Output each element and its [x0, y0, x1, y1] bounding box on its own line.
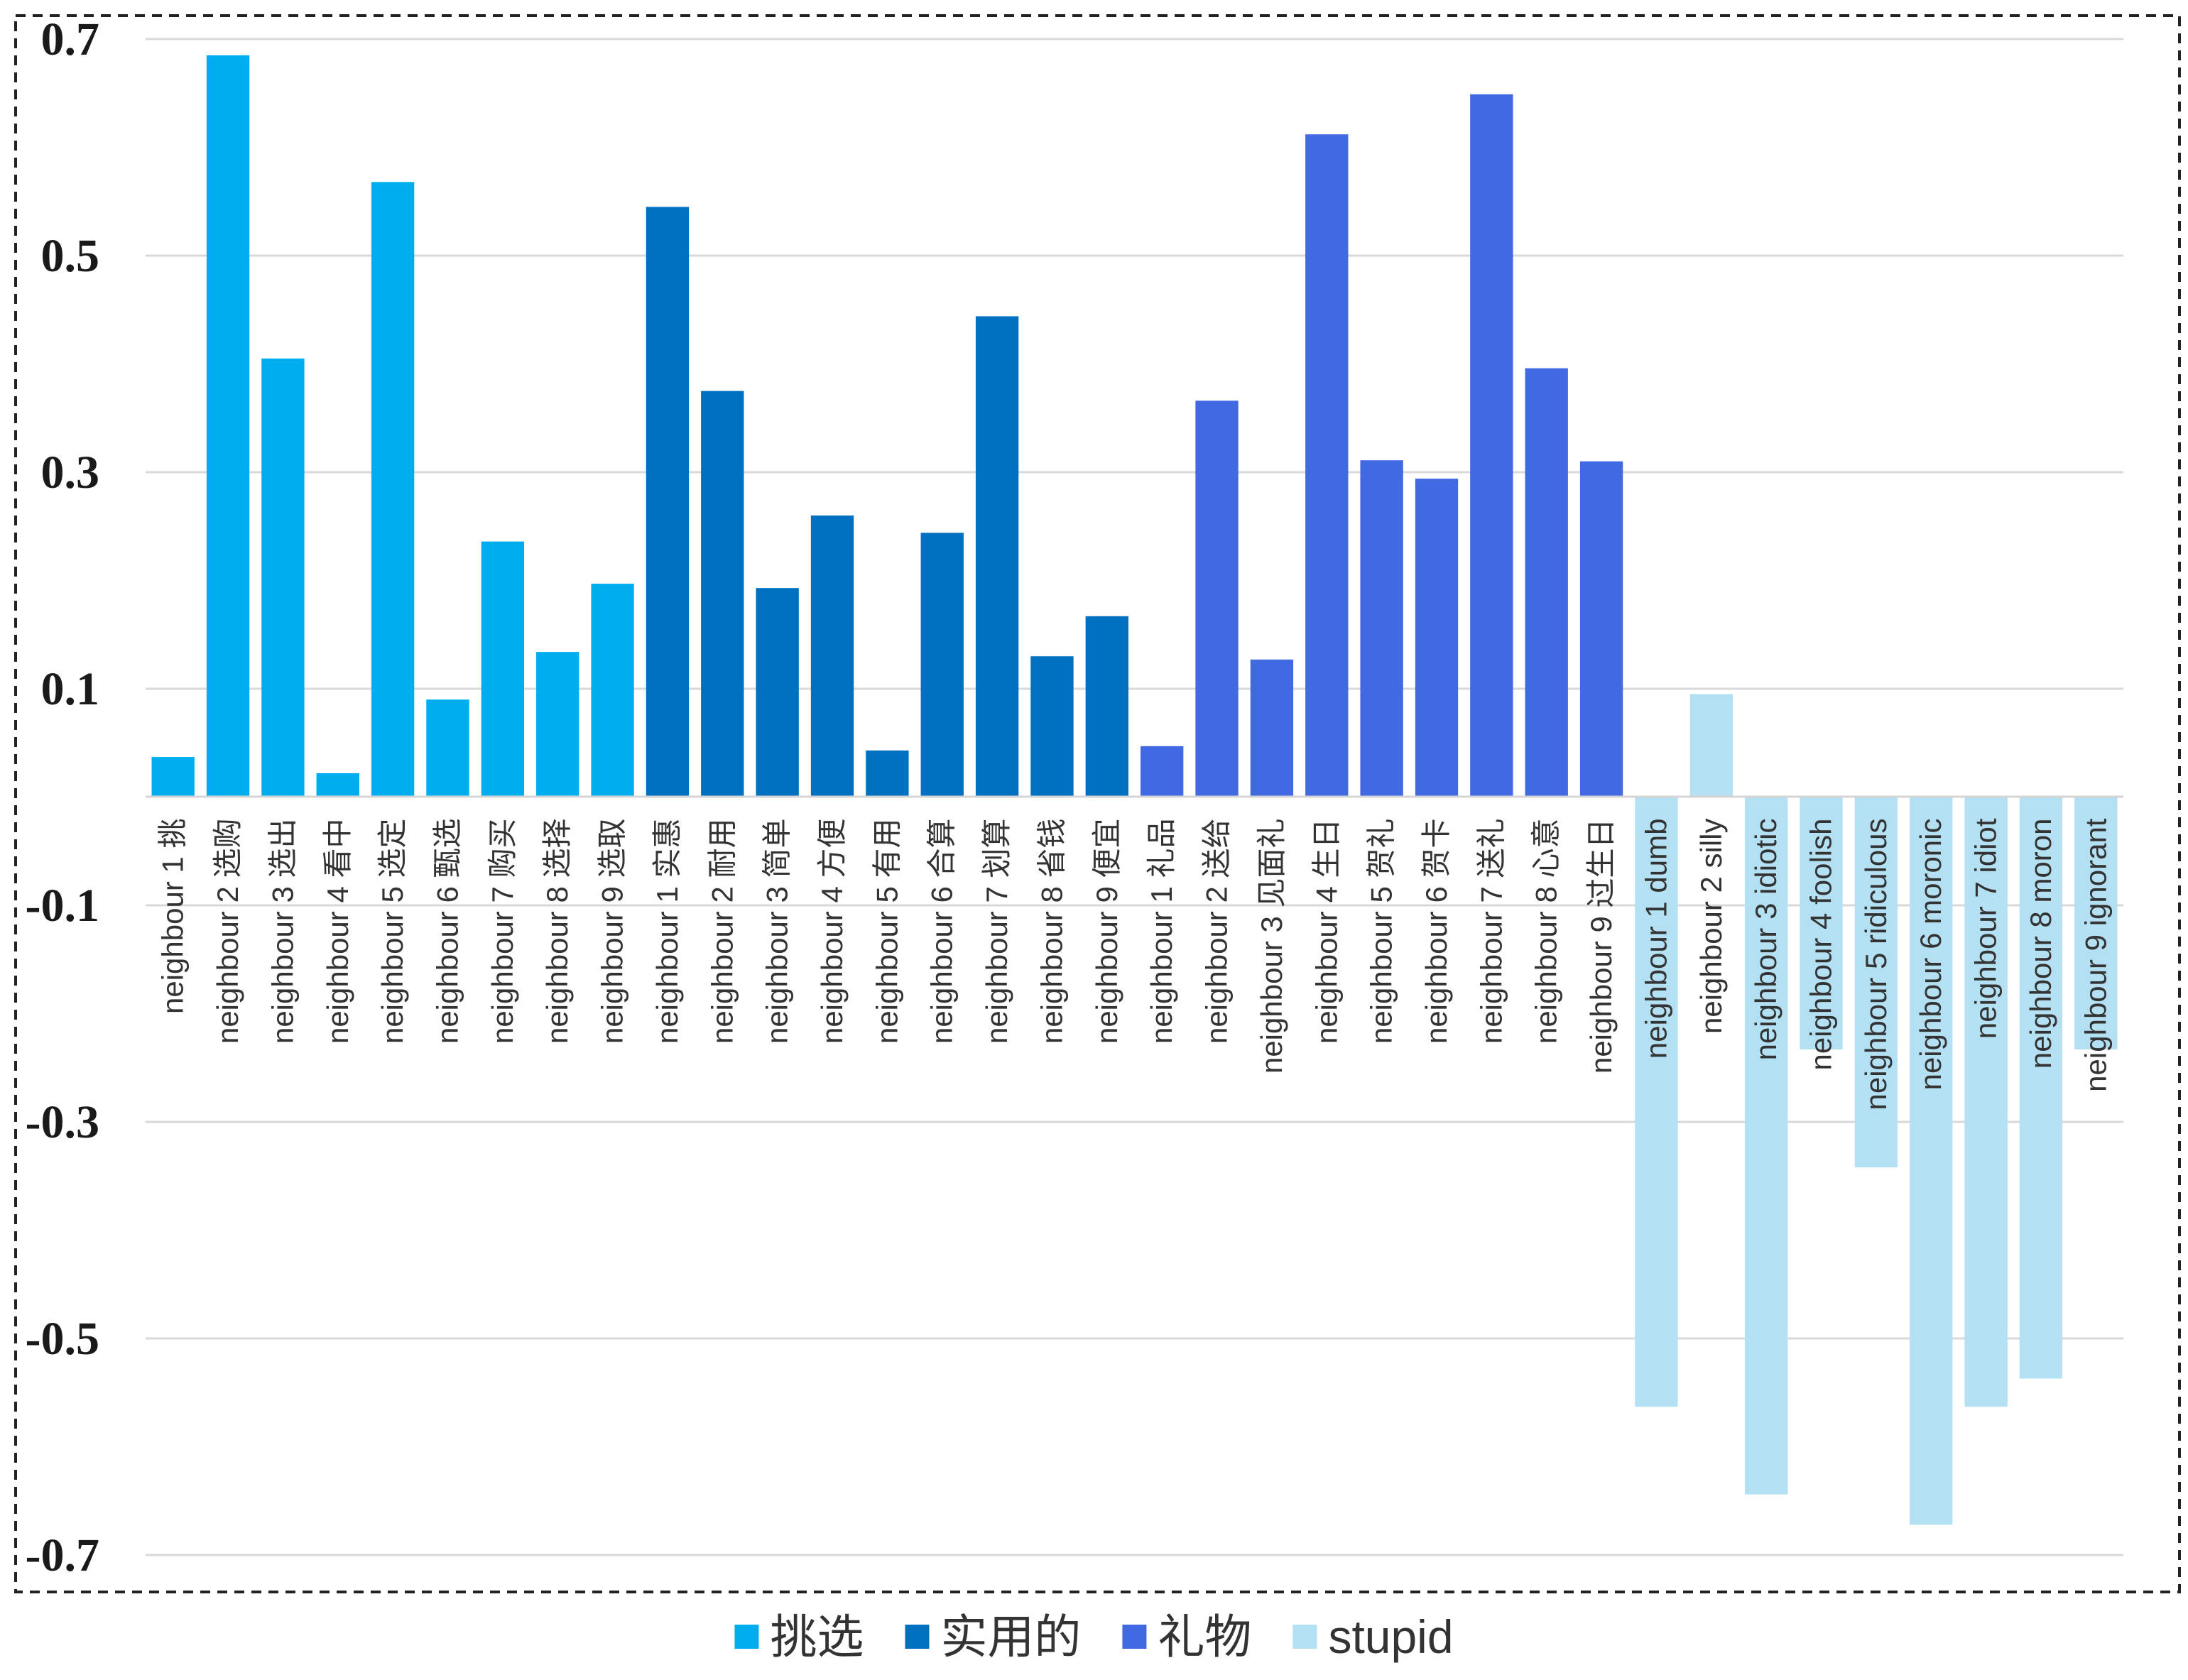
x-tick-label: neighbour 9 选取	[596, 819, 629, 1044]
y-tick-label: -0.5	[26, 1313, 99, 1365]
x-tick-label: neighbour 4 foolish	[1805, 819, 1838, 1071]
x-tick-label: neighbour 1 礼品	[1145, 819, 1178, 1044]
x-axis-labels: neighbour 1 挑 neighbour 2 选购 neighbour 3 选…	[156, 818, 2113, 1110]
x-tick-label: neighbour 2 选购	[211, 819, 244, 1044]
x-tick-label: neighbour 1 挑	[156, 819, 190, 1015]
bar	[426, 699, 469, 797]
bar	[866, 750, 909, 797]
bar	[1744, 797, 1788, 1495]
x-tick-label: neighbour 6 合算	[925, 819, 959, 1044]
x-tick-label: neighbour 8 选择	[540, 819, 574, 1044]
x-tick-label: neighbour 8 moron	[2024, 819, 2057, 1069]
bar	[1195, 400, 1239, 797]
x-tick-label: neighbour 1 dumb	[1639, 819, 1672, 1059]
bar	[1579, 461, 1623, 797]
x-tick-label: neighbour 5 贺礼	[1365, 819, 1398, 1044]
x-tick-label: neighbour 3 见面礼	[1255, 819, 1288, 1074]
x-tick-label: neighbour 7 划算	[980, 819, 1013, 1044]
x-tick-label: neighbour 8 省钱	[1035, 819, 1068, 1044]
bar	[591, 584, 634, 797]
legend-label: 挑选	[770, 1610, 864, 1663]
bar	[1635, 797, 1678, 1407]
x-tick-label: neighbour 9 ignorant	[2079, 818, 2112, 1092]
legend-label: 礼物	[1158, 1610, 1251, 1663]
x-tick-label: neighbour 5 ridiculous	[1859, 819, 1893, 1111]
gridlines	[146, 38, 2123, 1556]
bar	[1360, 460, 1403, 797]
y-tick-label: 0.7	[41, 13, 100, 65]
bar	[206, 55, 250, 797]
x-tick-label: neighbour 4 生日	[1310, 819, 1343, 1044]
x-tick-label: neighbour 8 心意	[1530, 819, 1563, 1044]
y-tick-label: -0.1	[26, 880, 99, 932]
bars	[151, 55, 2118, 1525]
x-tick-label: neighbour 7 idiot	[1969, 818, 2003, 1039]
bar	[1800, 797, 1843, 1049]
x-tick-label: neighbour 6 moronic	[1914, 819, 1947, 1091]
x-tick-label: neighbour 2 送给	[1200, 819, 1234, 1044]
bar	[536, 652, 579, 797]
bar	[646, 207, 690, 797]
bar	[1470, 94, 1513, 797]
legend-swatch	[1292, 1625, 1317, 1649]
bar	[1085, 616, 1128, 797]
bar	[1415, 479, 1459, 797]
legend-swatch	[1122, 1625, 1147, 1649]
x-tick-label: neighbour 3 选出	[266, 819, 299, 1044]
x-tick-label: neighbour 9 过生日	[1584, 819, 1618, 1074]
bar	[1689, 694, 1733, 797]
x-tick-label: neighbour 4 方便	[815, 819, 849, 1044]
bar	[701, 391, 744, 797]
bar	[2074, 797, 2118, 1049]
x-tick-label: neighbour 3 idiotic	[1749, 819, 1782, 1061]
x-tick-label: neighbour 4 看中	[321, 819, 354, 1044]
bar	[1141, 746, 1184, 797]
bar	[756, 588, 799, 797]
x-tick-label: neighbour 6 贺卡	[1420, 819, 1453, 1044]
y-tick-label: 0.5	[41, 230, 100, 282]
legend: 挑选 实用的 礼物 stupid	[734, 1610, 1454, 1663]
y-tick-label: -0.7	[26, 1529, 99, 1581]
x-tick-label: neighbour 5 有用	[870, 819, 903, 1044]
legend-swatch	[905, 1625, 930, 1649]
x-tick-label: neighbour 7 购买	[486, 819, 519, 1044]
x-tick-label: neighbour 7 送礼	[1474, 819, 1508, 1044]
x-tick-label: neighbour 3 简单	[761, 819, 794, 1044]
legend-swatch	[734, 1625, 759, 1649]
y-tick-label: 0.3	[41, 447, 100, 498]
chart-frame	[14, 14, 2181, 1593]
bar	[151, 757, 195, 797]
x-tick-label: neighbour 1 实惠	[651, 819, 684, 1044]
bar	[2019, 797, 2063, 1379]
x-tick-label: neighbour 6 甄选	[430, 819, 464, 1044]
legend-label: stupid	[1328, 1610, 1453, 1663]
bar	[1910, 797, 1953, 1525]
y-axis-ticks: 0.7 0.5 0.3 0.1 -0.1 -0.3 -0.5 -0.7	[26, 13, 99, 1581]
bar	[920, 533, 964, 797]
legend-label: 实用的	[940, 1610, 1081, 1663]
x-tick-label: neighbour 2 silly	[1694, 819, 1728, 1035]
bar	[1525, 368, 1568, 797]
bar	[975, 316, 1019, 797]
x-tick-label: neighbour 5 选定	[376, 819, 409, 1044]
bar	[481, 541, 525, 797]
bar	[1305, 134, 1349, 797]
bar	[1854, 797, 1898, 1168]
bar	[1030, 656, 1074, 797]
bar	[316, 773, 359, 797]
bar	[1964, 797, 2008, 1407]
bar	[261, 358, 305, 797]
bar	[1250, 659, 1294, 797]
x-tick-label: neighbour 9 便宜	[1090, 819, 1123, 1044]
y-tick-label: 0.1	[41, 663, 100, 715]
y-tick-label: -0.3	[26, 1096, 99, 1148]
x-tick-label: neighbour 2 耐用	[705, 819, 739, 1044]
bar	[371, 182, 415, 797]
bar	[810, 516, 854, 797]
